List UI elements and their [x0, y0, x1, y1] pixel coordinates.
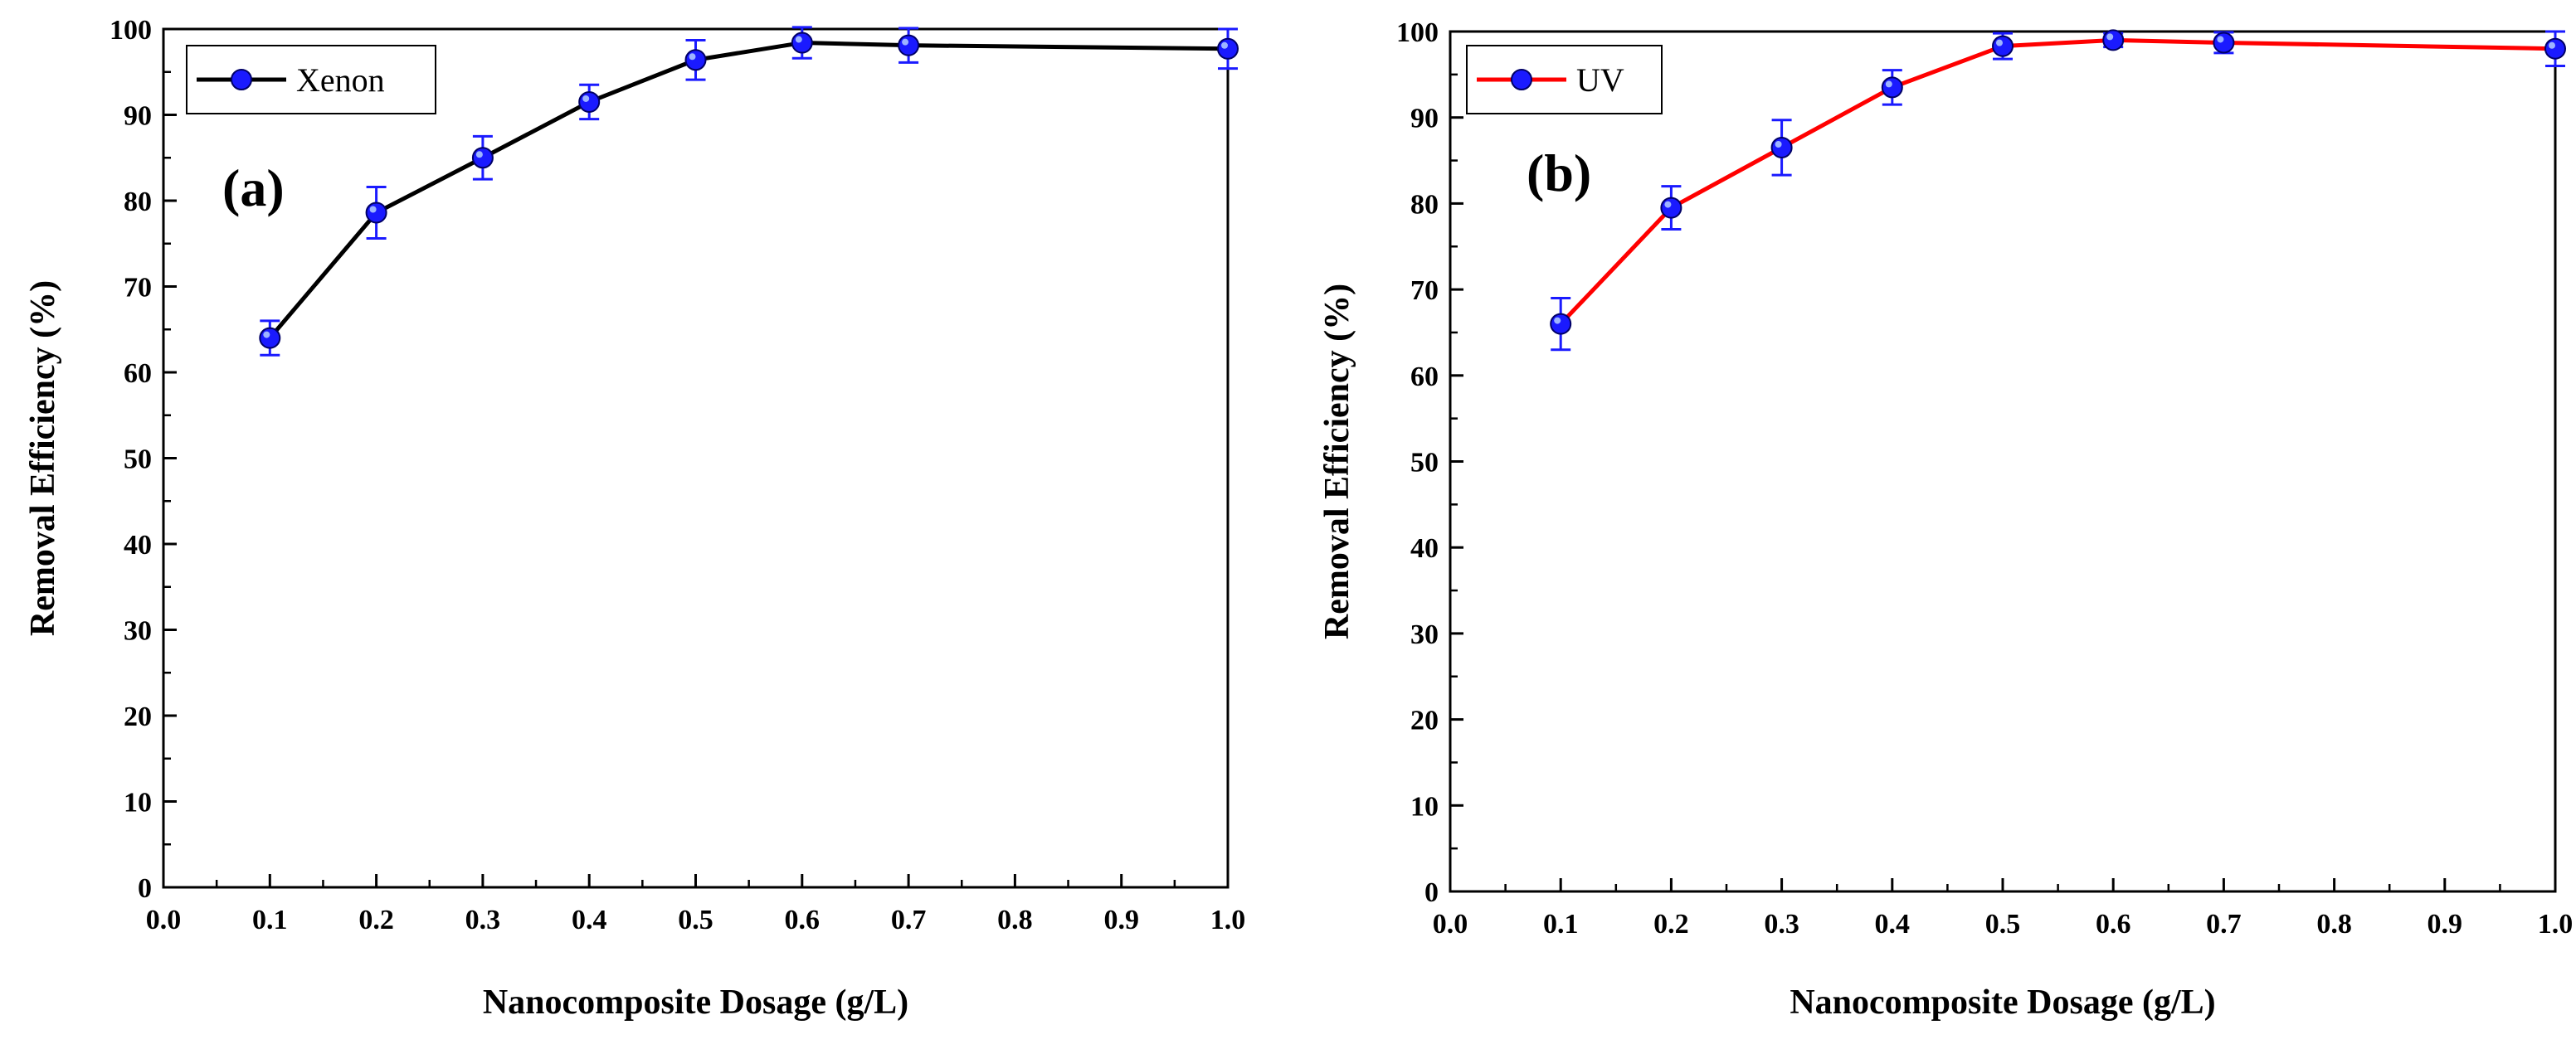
y-tick-label: 40 [1410, 533, 1439, 564]
y-tick-label: 60 [1410, 362, 1439, 392]
data-point-highlight [2217, 36, 2224, 43]
x-tick-label: 1.0 [2538, 909, 2574, 940]
data-point-highlight [1775, 140, 1782, 148]
data-point-highlight [1664, 201, 1672, 208]
plot-frame [162, 27, 1230, 889]
x-tick-label: 0.6 [2096, 909, 2131, 940]
data-point [259, 327, 281, 349]
y-tick-label: 60 [124, 358, 152, 389]
legend-label: Xenon [296, 61, 385, 99]
data-point-highlight [795, 36, 802, 43]
chart-panel-b: 0 10 20 30 40 50 60 70 80 90 100 0.0 0.1 0.2 0.3 0.4 0.5… [1318, 17, 2573, 1022]
y-tick-label: 10 [124, 788, 152, 818]
x-axis-title: Nanocomposite Dosage (g/L) [483, 983, 908, 1022]
data-point [2544, 37, 2566, 60]
y-tick-label: 80 [1410, 189, 1439, 220]
legend-label: UV [1576, 61, 1624, 99]
data-point-highlight [1885, 80, 1892, 88]
data-point [2102, 29, 2125, 51]
data-point [684, 49, 707, 71]
y-tick-label: 50 [124, 444, 152, 475]
data-point-highlight [582, 95, 590, 102]
x-tick-label: 0.1 [1543, 909, 1579, 940]
x-tick-label: 0.3 [1764, 909, 1799, 940]
data-point [898, 34, 920, 56]
y-tick-label: 10 [1410, 791, 1439, 822]
x-tick-label: 0.3 [465, 905, 501, 935]
x-axis-title: Nanocomposite Dosage (g/L) [1790, 983, 2215, 1022]
data-point-highlight [1554, 317, 1561, 324]
x-tick-label: 0.8 [997, 905, 1033, 935]
y-tick-label: 0 [138, 873, 152, 904]
y-tick-label: 70 [1410, 275, 1439, 306]
x-tick-label: 0.2 [358, 905, 394, 935]
x-tick-label: 0.1 [252, 905, 288, 935]
legend-box [186, 45, 436, 114]
y-axis-title: Removal Efficiency (%) [24, 280, 62, 636]
data-point-highlight [1996, 39, 2003, 46]
legend: UV [1466, 45, 1663, 114]
x-tick-label: 0.7 [891, 905, 927, 935]
series-line-uv [1559, 37, 2556, 326]
y-tick-label: 70 [124, 273, 152, 304]
data-point [1770, 136, 1793, 158]
plot-frame [1449, 30, 2557, 893]
x-tick-label: 0.5 [678, 905, 713, 935]
data-point [1881, 76, 1903, 99]
legend-marker [231, 69, 252, 90]
data-point [1217, 37, 1239, 60]
x-tick-label: 1.0 [1210, 905, 1246, 935]
data-point-highlight [902, 38, 909, 46]
y-tick-label: 90 [124, 101, 152, 132]
data-point-highlight [1221, 41, 1228, 49]
data-point-highlight [475, 151, 483, 158]
y-tick-label: 20 [124, 702, 152, 732]
data-point [365, 202, 387, 224]
data-point [1992, 35, 2014, 57]
y-axis-title: Removal Efficiency (%) [1318, 284, 1356, 639]
data-point [791, 32, 813, 54]
legend: Xenon [186, 45, 436, 114]
x-tick-label: 0.8 [2316, 909, 2352, 940]
y-tick-label: 100 [1396, 17, 1439, 48]
series-line-xenon [268, 41, 1229, 340]
data-point-highlight [369, 206, 377, 213]
x-tick-label: 0.6 [785, 905, 821, 935]
data-point [1660, 197, 1682, 219]
x-tick-label: 0.4 [572, 905, 607, 935]
y-tick-label: 90 [1410, 104, 1439, 134]
panel-label: (b) [1527, 143, 1591, 202]
panel-label: (a) [222, 158, 285, 217]
x-tick-label: 0.4 [1875, 909, 1911, 940]
data-point [471, 147, 494, 169]
data-point [2213, 32, 2235, 54]
y-tick-label: 80 [124, 187, 152, 217]
x-tick-label: 0.9 [2427, 909, 2463, 940]
data-point-highlight [2549, 41, 2555, 49]
y-tick-label: 40 [124, 530, 152, 561]
y-tick-label: 30 [124, 616, 152, 647]
x-tick-label: 0.0 [1433, 909, 1468, 940]
y-tick-label: 100 [110, 15, 152, 46]
y-tick-label: 50 [1410, 448, 1439, 478]
data-point [1550, 313, 1572, 335]
x-tick-label: 0.2 [1653, 909, 1689, 940]
x-tick-label: 0.7 [2206, 909, 2242, 940]
y-tick-label: 20 [1410, 706, 1439, 736]
x-tick-label: 0.9 [1103, 905, 1139, 935]
data-point-highlight [689, 53, 696, 61]
data-point-highlight [263, 331, 270, 338]
data-point-highlight [2106, 33, 2114, 41]
x-tick-label: 0.5 [1985, 909, 2021, 940]
data-point [578, 90, 601, 113]
chart-panel-a: 0 10 20 30 40 50 60 70 80 90 100 0.0 0.1 0.2 0.3 0.4 0.5… [24, 15, 1245, 1022]
x-tick-label: 0.0 [146, 905, 182, 935]
y-tick-label: 0 [1424, 877, 1439, 908]
legend-marker [1511, 69, 1532, 90]
y-tick-label: 30 [1410, 619, 1439, 650]
